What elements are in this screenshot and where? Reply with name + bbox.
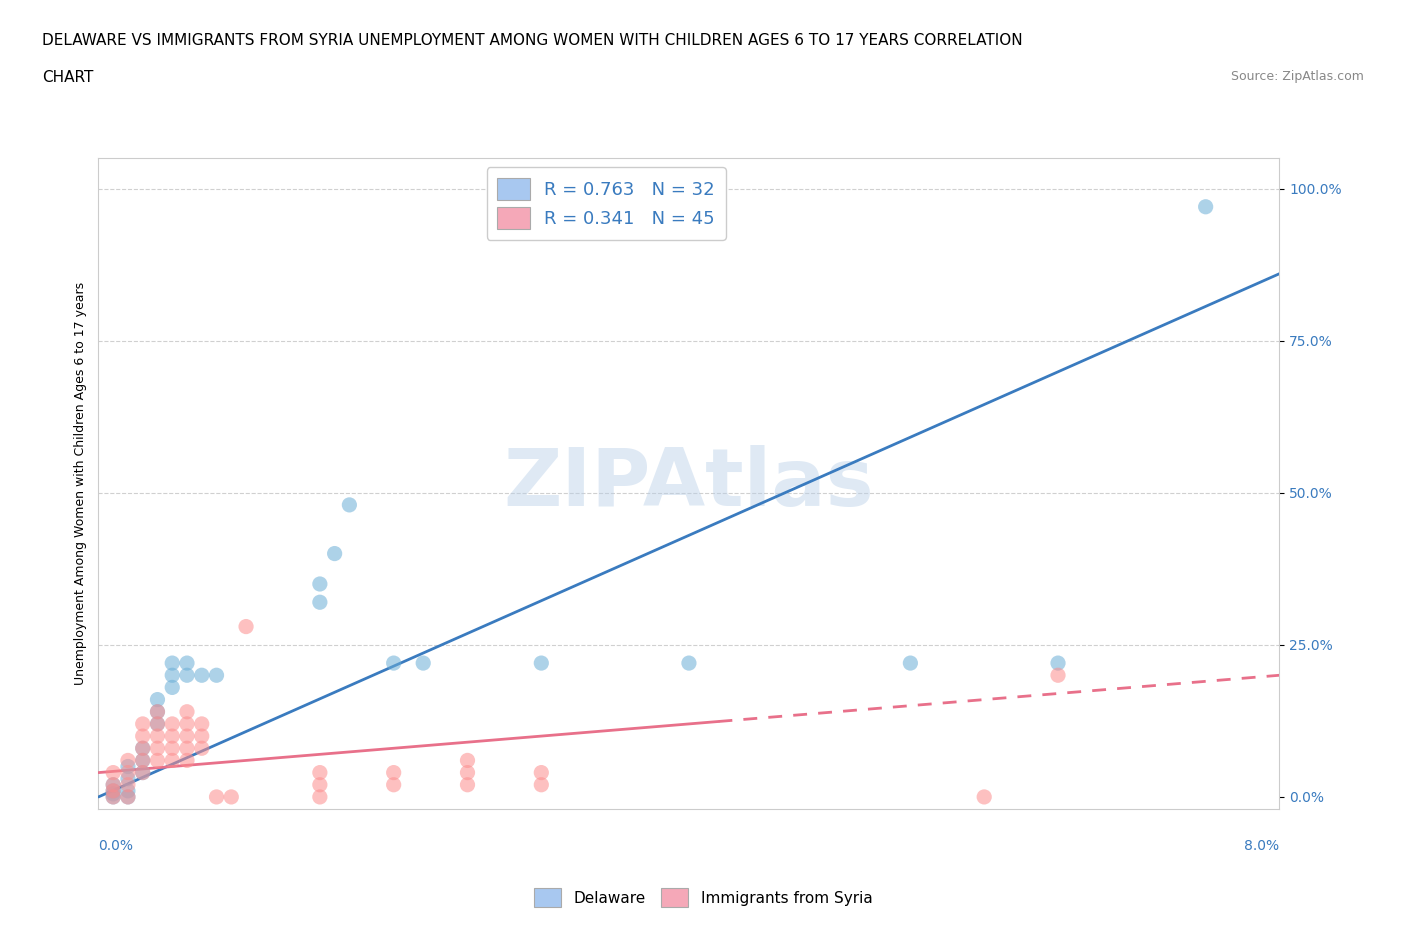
Point [191,728,214,743]
Point [176,728,198,743]
Point [103,783,124,798]
Legend: Delaware, Immigrants from Syria: Delaware, Immigrants from Syria [527,883,879,913]
Point [176,668,198,683]
Point [132,728,155,743]
Point [162,656,183,671]
Point [456,753,478,768]
Point [117,790,139,804]
Point [308,595,332,610]
Point [103,783,124,798]
Point [308,790,332,804]
Point [103,765,124,780]
Point [1046,656,1069,671]
Point [132,765,155,780]
Point [117,771,139,786]
Point [191,668,214,683]
Text: 8.0%: 8.0% [1244,839,1279,854]
Point [898,656,921,671]
Point [132,741,155,756]
Point [382,777,405,792]
Point [146,716,169,731]
Point [132,741,155,756]
Point [456,777,478,792]
Point [1194,199,1216,214]
Text: CHART: CHART [42,70,94,85]
Point [176,656,198,671]
Point [412,656,434,671]
Text: Source: ZipAtlas.com: Source: ZipAtlas.com [1230,70,1364,83]
Point [678,656,700,671]
Point [337,498,360,512]
Point [382,656,405,671]
Point [146,704,169,719]
Point [308,577,332,591]
Point [117,753,139,768]
Point [530,777,553,792]
Point [308,765,332,780]
Point [205,790,228,804]
Point [162,753,183,768]
Point [132,765,155,780]
Point [191,716,214,731]
Point [162,680,183,695]
Point [103,777,124,792]
Point [162,728,183,743]
Point [103,790,124,804]
Point [382,765,405,780]
Point [235,619,257,634]
Point [103,777,124,792]
Point [146,741,169,756]
Point [530,656,553,671]
Point [205,668,228,683]
Text: ZIPAtlas: ZIPAtlas [503,445,875,523]
Point [146,728,169,743]
Point [132,753,155,768]
Point [146,692,169,707]
Point [323,546,346,561]
Point [103,787,124,802]
Point [308,777,332,792]
Point [176,741,198,756]
Point [176,716,198,731]
Point [1046,668,1069,683]
Point [117,777,139,792]
Point [117,765,139,780]
Point [456,765,478,780]
Point [146,753,169,768]
Point [132,753,155,768]
Point [132,716,155,731]
Point [219,790,242,804]
Point [117,790,139,804]
Y-axis label: Unemployment Among Women with Children Ages 6 to 17 years: Unemployment Among Women with Children A… [75,282,87,685]
Point [176,704,198,719]
Point [162,741,183,756]
Point [117,783,139,798]
Point [103,790,124,804]
Text: 0.0%: 0.0% [98,839,134,854]
Point [530,765,553,780]
Point [162,668,183,683]
Point [162,716,183,731]
Text: DELAWARE VS IMMIGRANTS FROM SYRIA UNEMPLOYMENT AMONG WOMEN WITH CHILDREN AGES 6 : DELAWARE VS IMMIGRANTS FROM SYRIA UNEMPL… [42,33,1022,47]
Point [176,753,198,768]
Point [146,716,169,731]
Legend: R = 0.763   N = 32, R = 0.341   N = 45: R = 0.763 N = 32, R = 0.341 N = 45 [486,167,725,240]
Point [146,704,169,719]
Point [117,759,139,774]
Point [191,741,214,756]
Point [973,790,995,804]
